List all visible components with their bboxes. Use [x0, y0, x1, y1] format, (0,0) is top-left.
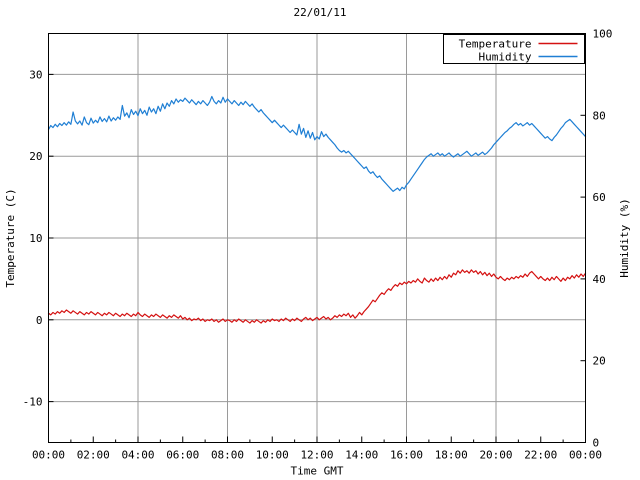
legend-label-humidity: Humidity [479, 51, 532, 64]
x-tick-label: 10:00 [256, 449, 289, 462]
grid-layer [48, 33, 586, 443]
y2-axis-ticks: 0 20 40 60 80 100 [580, 28, 613, 450]
x-tick-label: 00:00 [32, 449, 65, 462]
x-tick-label: 12:00 [300, 449, 333, 462]
series-layer [47, 95, 587, 324]
y-tick-label: 10 [29, 232, 42, 245]
y-tick-label: 30 [29, 68, 42, 81]
series-line-temperature [47, 269, 587, 324]
plot-frame [48, 33, 586, 443]
y2-tick-label: 80 [593, 109, 606, 122]
x-tick-label: 02:00 [77, 449, 110, 462]
x-axis-ticks: 00:00 02:00 04:00 06:00 08:00 10:00 12:00 14:00… [32, 436, 602, 462]
y-tick-label: -10 [23, 396, 43, 409]
y2-tick-label: 100 [593, 28, 613, 41]
legend-box [443, 34, 585, 64]
x-tick-label: 08:00 [211, 449, 244, 462]
y-axis-ticks: -10 0 10 20 30 [23, 68, 54, 409]
y2-tick-label: 0 [593, 437, 600, 450]
legend-label-temperature: Temperature [459, 38, 532, 51]
y2-axis-label: Humidity (%) [618, 198, 631, 277]
x-tick-label: 14:00 [345, 449, 378, 462]
x-tick-label: 16:00 [390, 449, 423, 462]
x-tick-label: 04:00 [121, 449, 154, 462]
x-tick-label: 06:00 [166, 449, 199, 462]
series-line-humidity [47, 95, 587, 192]
x-tick-label: 00:00 [569, 449, 602, 462]
x-tick-label: 22:00 [524, 449, 557, 462]
x-tick-label: 18:00 [435, 449, 468, 462]
chart-title: 22/01/11 [293, 6, 347, 19]
y-tick-label: 20 [29, 150, 42, 163]
y2-tick-label: 20 [593, 355, 606, 368]
x-axis-label: Time GMT [291, 465, 344, 478]
y2-tick-label: 60 [593, 191, 606, 204]
y2-tick-label: 40 [593, 273, 606, 286]
y-axis-label: Temperature (C) [4, 188, 17, 287]
x-tick-label: 20:00 [479, 449, 512, 462]
y-tick-label: 0 [36, 314, 43, 327]
